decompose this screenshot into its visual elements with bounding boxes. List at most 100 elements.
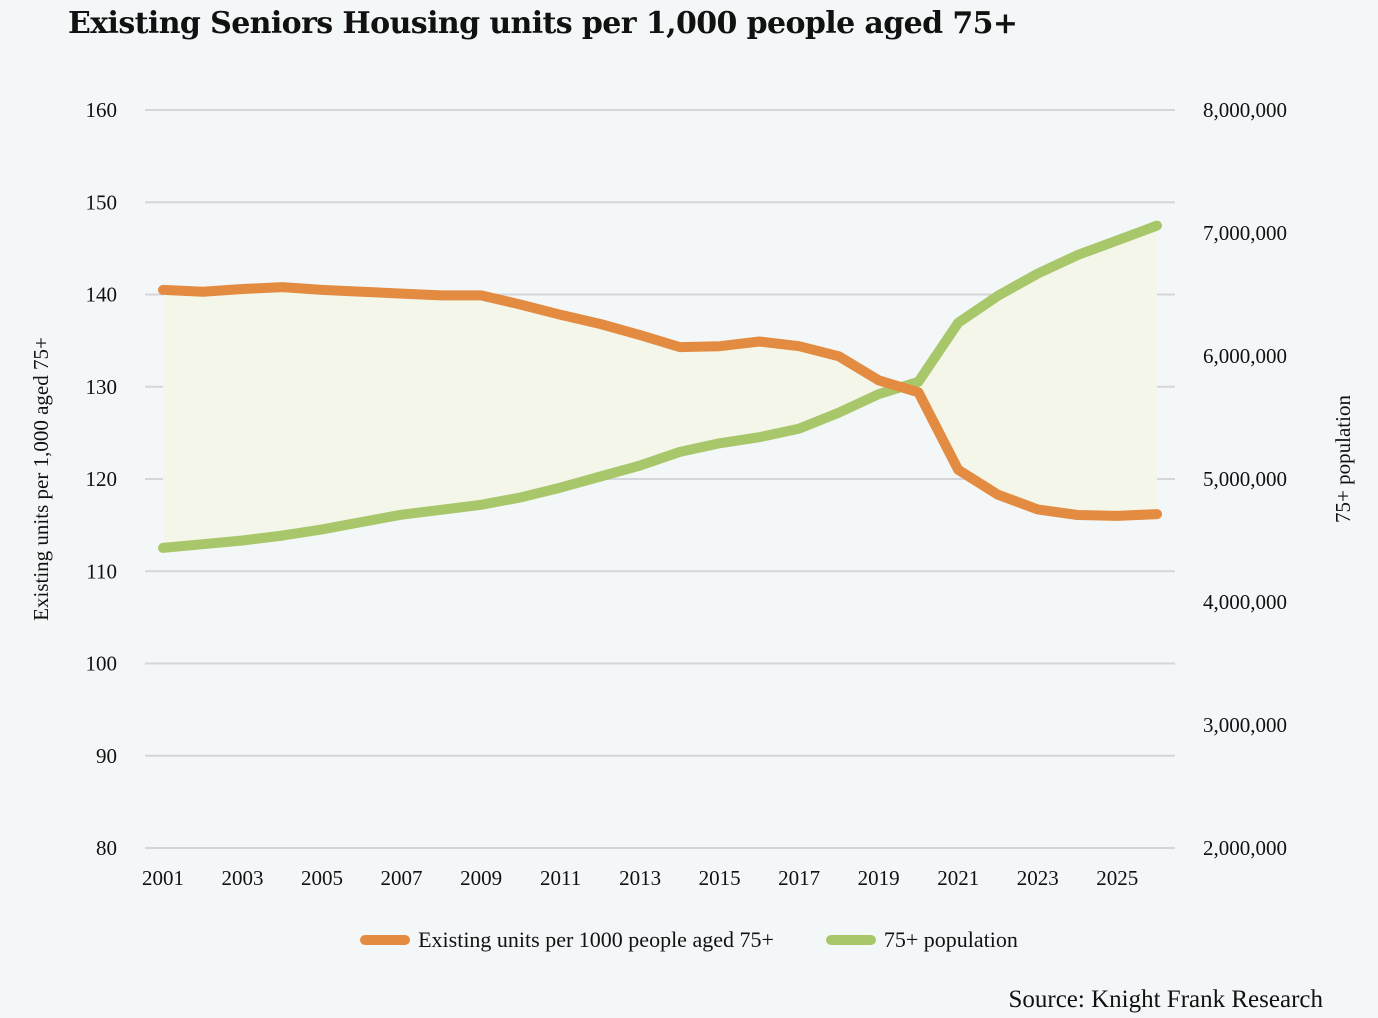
series-line-units	[158, 282, 1162, 521]
series-line-population	[158, 220, 1162, 553]
data-point-population	[953, 318, 963, 328]
data-point-population	[1033, 269, 1043, 279]
x-tick-label: 2019	[858, 866, 900, 890]
right-y-axis-ticks: 8,000,000 7,000,000 6,000,000 5,000,000 4,00…	[1203, 98, 1287, 860]
data-point-population	[556, 483, 566, 493]
data-point-population	[1152, 221, 1162, 231]
data-point-population	[834, 408, 844, 418]
data-point-units	[1072, 510, 1082, 520]
data-point-population	[238, 536, 248, 546]
y-tick-label: 140	[86, 283, 118, 307]
y2-tick-label: 2,000,000	[1203, 836, 1287, 860]
data-point-population	[198, 539, 208, 549]
data-point-population	[317, 524, 327, 534]
data-point-units	[715, 341, 725, 351]
y-tick-label: 130	[86, 375, 118, 399]
data-point-population	[1112, 235, 1122, 245]
right-y-axis-title: 75+ population	[1331, 395, 1355, 523]
x-tick-label: 2021	[937, 866, 979, 890]
fill-between-area	[163, 225, 1157, 548]
data-point-units	[953, 465, 963, 475]
x-axis-ticks: 2001 2003 2005 2007 2009 2011 2013 2015 2017 2019…	[142, 866, 1138, 890]
data-point-units	[675, 342, 685, 352]
data-point-population	[476, 500, 486, 510]
left-y-axis-ticks: 160 150 140 130 120 110 100 90 80	[86, 98, 118, 860]
data-point-units	[357, 287, 367, 297]
data-point-population	[1072, 250, 1082, 260]
data-point-units	[754, 337, 764, 347]
legend: Existing units per 1000 people aged 75+ …	[0, 927, 1378, 953]
data-point-units	[436, 290, 446, 300]
data-point-units	[874, 375, 884, 385]
x-tick-label: 2001	[142, 866, 184, 890]
data-point-population	[277, 531, 287, 541]
x-tick-label: 2017	[778, 866, 820, 890]
data-point-units	[317, 285, 327, 295]
data-point-population	[675, 447, 685, 457]
data-point-population	[754, 432, 764, 442]
data-point-units	[277, 282, 287, 292]
x-tick-label: 2013	[619, 866, 661, 890]
data-point-population	[436, 505, 446, 515]
y-tick-label: 110	[86, 559, 117, 583]
x-tick-label: 2025	[1096, 866, 1138, 890]
legend-label-population: 75+ population	[883, 927, 1018, 952]
data-point-population	[715, 438, 725, 448]
y2-tick-label: 7,000,000	[1203, 221, 1287, 245]
data-point-population	[794, 424, 804, 434]
y-tick-label: 100	[86, 652, 118, 676]
data-point-units	[556, 310, 566, 320]
data-point-units	[794, 341, 804, 351]
y2-tick-label: 5,000,000	[1203, 467, 1287, 491]
y2-tick-label: 8,000,000	[1203, 98, 1287, 122]
data-point-units	[913, 387, 923, 397]
data-point-units	[198, 287, 208, 297]
x-tick-label: 2015	[699, 866, 741, 890]
data-point-population	[635, 460, 645, 470]
y2-tick-label: 6,000,000	[1203, 344, 1287, 368]
x-tick-label: 2011	[540, 866, 581, 890]
data-point-units	[834, 351, 844, 361]
data-point-population	[595, 472, 605, 482]
y2-tick-label: 4,000,000	[1203, 590, 1287, 614]
x-tick-label: 2003	[222, 866, 264, 890]
x-tick-label: 2007	[381, 866, 423, 890]
data-point-units	[1152, 509, 1162, 519]
x-tick-label: 2023	[1017, 866, 1059, 890]
x-tick-label: 2009	[460, 866, 502, 890]
data-point-units	[516, 300, 526, 310]
data-point-units	[635, 330, 645, 340]
legend-label-units: Existing units per 1000 people aged 75+	[418, 927, 774, 952]
y-tick-label: 80	[96, 836, 117, 860]
series-lines	[158, 220, 1162, 553]
data-point-units	[1112, 511, 1122, 521]
data-point-units	[595, 319, 605, 329]
data-point-population	[397, 510, 407, 520]
data-point-population	[516, 492, 526, 502]
legend-item-population[interactable]: 75+ population	[825, 927, 1018, 953]
y-tick-label: 120	[86, 467, 118, 491]
data-point-population	[993, 291, 1003, 301]
data-point-population	[158, 543, 168, 553]
data-point-units	[1033, 504, 1043, 514]
data-point-units	[476, 290, 486, 300]
legend-swatch-orange	[360, 935, 411, 945]
y-tick-label: 90	[96, 744, 117, 768]
data-point-population	[357, 517, 367, 527]
x-tick-label: 2005	[301, 866, 343, 890]
chart-title: Existing Seniors Housing units per 1,000…	[68, 6, 1018, 41]
y-tick-label: 150	[86, 190, 118, 214]
y2-tick-label: 3,000,000	[1203, 713, 1287, 737]
legend-swatch-green	[825, 935, 876, 945]
data-point-population	[874, 389, 884, 399]
y-tick-label: 160	[86, 98, 118, 122]
data-point-units	[397, 289, 407, 299]
data-point-units	[993, 490, 1003, 500]
data-point-units	[238, 284, 248, 294]
source-note: Source: Knight Frank Research	[1008, 986, 1323, 1013]
left-y-axis-title: Existing units per 1,000 aged 75+	[29, 337, 53, 621]
data-point-population	[913, 377, 923, 387]
legend-item-units[interactable]: Existing units per 1000 people aged 75+	[360, 927, 774, 953]
data-point-units	[158, 285, 168, 295]
